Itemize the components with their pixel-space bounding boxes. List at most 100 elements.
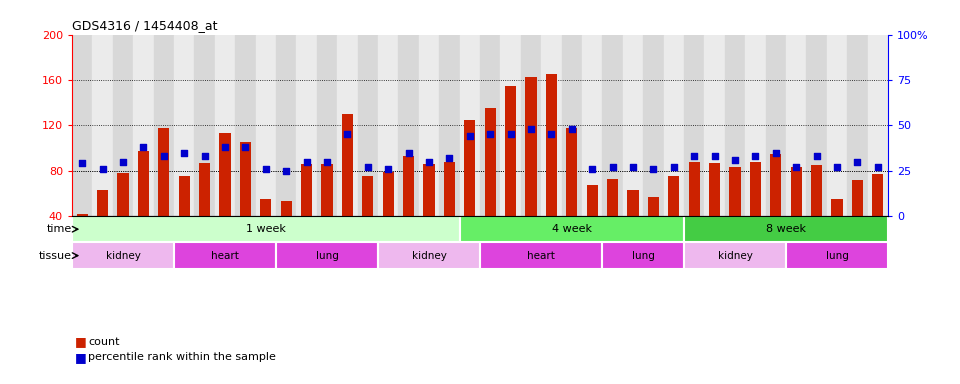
Bar — [113, 35, 133, 216]
Bar — [72, 35, 92, 216]
Bar — [745, 35, 766, 216]
Point — [829, 164, 845, 170]
Text: 1 week: 1 week — [246, 224, 286, 234]
Point — [564, 126, 580, 132]
Bar — [566, 127, 577, 216]
Text: lung: lung — [632, 251, 655, 261]
Bar — [852, 180, 863, 216]
Bar — [357, 35, 378, 216]
FancyBboxPatch shape — [480, 242, 603, 269]
Text: lung: lung — [316, 251, 339, 261]
Point — [340, 131, 355, 137]
Bar — [154, 35, 174, 216]
Point — [95, 166, 110, 172]
Bar — [255, 35, 276, 216]
Bar — [505, 86, 516, 216]
Bar — [220, 133, 230, 216]
Text: kidney: kidney — [106, 251, 140, 261]
Bar — [603, 35, 623, 216]
Text: heart: heart — [527, 251, 555, 261]
Bar — [868, 35, 888, 216]
Point — [625, 164, 640, 170]
Bar — [403, 156, 414, 216]
Bar — [317, 35, 337, 216]
FancyBboxPatch shape — [603, 242, 684, 269]
Point — [728, 157, 743, 163]
FancyBboxPatch shape — [378, 242, 480, 269]
Bar — [663, 35, 684, 216]
Point — [462, 133, 477, 139]
Bar — [786, 35, 806, 216]
Point — [748, 153, 763, 159]
Bar — [811, 165, 822, 216]
Bar — [770, 154, 781, 216]
Bar — [342, 114, 353, 216]
Point — [360, 164, 375, 170]
Bar — [521, 35, 541, 216]
Bar — [199, 163, 210, 216]
Point — [788, 164, 804, 170]
Bar — [623, 35, 643, 216]
Point — [75, 161, 90, 167]
FancyBboxPatch shape — [72, 242, 174, 269]
Text: 4 week: 4 week — [552, 224, 591, 234]
FancyBboxPatch shape — [174, 242, 276, 269]
Bar — [709, 163, 720, 216]
Bar — [582, 35, 603, 216]
Bar — [174, 35, 194, 216]
Bar — [725, 35, 745, 216]
Bar — [337, 35, 357, 216]
Bar — [92, 35, 113, 216]
Point — [523, 126, 539, 132]
Point — [401, 149, 417, 156]
Bar — [500, 35, 521, 216]
Bar — [643, 35, 663, 216]
Bar — [97, 190, 108, 216]
Point — [217, 144, 232, 150]
Point — [605, 164, 620, 170]
Point — [850, 159, 865, 165]
Bar — [750, 162, 761, 216]
Bar — [730, 167, 740, 216]
Bar — [138, 151, 149, 216]
Text: ■: ■ — [75, 351, 86, 364]
FancyBboxPatch shape — [460, 216, 684, 242]
Bar — [378, 35, 398, 216]
Bar — [260, 199, 272, 216]
Bar — [297, 35, 317, 216]
Text: lung: lung — [826, 251, 849, 261]
Bar — [766, 35, 786, 216]
Point — [156, 153, 172, 159]
Bar — [77, 214, 87, 216]
Text: tissue: tissue — [39, 251, 72, 261]
Bar — [873, 174, 883, 216]
Point — [707, 153, 722, 159]
Bar — [301, 164, 312, 216]
Point — [380, 166, 396, 172]
Bar — [235, 35, 255, 216]
Point — [421, 159, 437, 165]
Bar — [215, 35, 235, 216]
Bar — [485, 108, 495, 216]
Point — [503, 131, 518, 137]
Bar — [280, 201, 292, 216]
Bar — [791, 167, 802, 216]
Text: kidney: kidney — [412, 251, 446, 261]
Text: kidney: kidney — [717, 251, 753, 261]
Bar — [460, 35, 480, 216]
Bar — [362, 176, 373, 216]
Bar — [444, 162, 455, 216]
Point — [666, 164, 682, 170]
Bar — [831, 199, 843, 216]
Point — [238, 144, 253, 150]
Point — [135, 144, 151, 150]
Point — [543, 131, 559, 137]
Point — [177, 149, 192, 156]
FancyBboxPatch shape — [684, 242, 786, 269]
Bar — [158, 127, 169, 216]
Bar — [423, 164, 435, 216]
Bar — [525, 76, 537, 216]
Bar — [398, 35, 419, 216]
Bar — [419, 35, 439, 216]
Bar — [117, 173, 129, 216]
